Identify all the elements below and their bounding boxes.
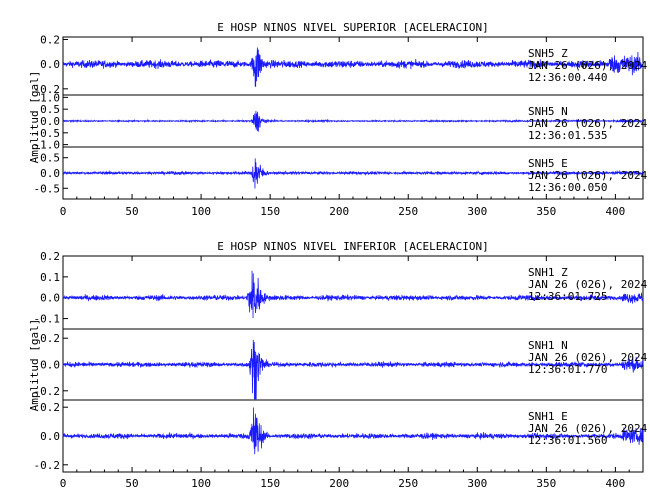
y-tick-label: 0.1 [40, 271, 60, 284]
trace-time-label: 12:36:00.440 [528, 71, 607, 84]
x-tick-label: 50 [125, 205, 138, 218]
trace-station-label: SNH1 E [528, 410, 568, 423]
y-tick-label: 0.2 [40, 250, 60, 263]
trace-station-label: SNH5 N [528, 105, 568, 118]
y-tick-label: -0.2 [34, 385, 61, 398]
y-tick-label: 0.0 [40, 430, 60, 443]
trace-date-label: JAN 26 (026), 2024 [528, 169, 648, 182]
waveform-trace [62, 270, 644, 319]
y-tick-label: 0.5 [40, 103, 60, 116]
waveform-trace [62, 339, 644, 400]
chart-title: E HOSP NINOS NIVEL INFERIOR [ACELERACION… [217, 240, 489, 253]
y-tick-label: -0.2 [34, 83, 61, 96]
y-tick-label: 0.0 [40, 115, 60, 128]
y-tick-label: -0.5 [34, 127, 61, 140]
y-tick-label: -0.2 [34, 459, 61, 472]
y-tick-label: 0.2 [40, 401, 60, 414]
chart-panel-1: E HOSP NINOS NIVEL SUPERIOR [ACELERACION… [28, 21, 648, 218]
trace-time-label: 12:36:01.770 [528, 363, 607, 376]
x-tick-label: 0 [60, 205, 67, 218]
x-tick-label: 400 [605, 205, 625, 218]
y-tick-label: 1.0 [40, 91, 60, 104]
trace-time-label: 12:36:00.050 [528, 181, 607, 194]
waveform-trace [62, 47, 644, 87]
x-tick-label: 400 [605, 477, 625, 490]
y-tick-label: -0.1 [34, 313, 61, 326]
trace-date-label: JAN 26 (026), 2024 [528, 117, 648, 130]
x-tick-label: 200 [329, 477, 349, 490]
trace-date-label: JAN 26 (026), 2024 [528, 278, 648, 291]
y-tick-label: -1.0 [34, 139, 61, 152]
x-tick-label: 150 [260, 205, 280, 218]
x-tick-label: 350 [536, 477, 556, 490]
trace-date-label: JAN 26 (026), 2024 [528, 422, 648, 435]
trace-time-label: 12:36:01.725 [528, 290, 607, 303]
waveform-trace [62, 111, 644, 132]
chart-title: E HOSP NINOS NIVEL SUPERIOR [ACELERACION… [217, 21, 489, 34]
trace-station-label: SNH1 N [528, 339, 568, 352]
trace-station-label: SNH5 Z [528, 47, 568, 60]
trace-date-label: JAN 26 (026), 2024 [528, 59, 648, 72]
trace-station-label: SNH5 E [528, 157, 568, 170]
x-tick-label: 0 [60, 477, 67, 490]
x-tick-label: 150 [260, 477, 280, 490]
x-tick-label: 100 [191, 205, 211, 218]
y-tick-label: 0.0 [40, 359, 60, 372]
x-tick-label: 50 [125, 477, 138, 490]
x-tick-label: 200 [329, 205, 349, 218]
x-tick-label: 300 [467, 205, 487, 218]
y-tick-label: 0.2 [40, 33, 60, 46]
waveform-trace [62, 158, 644, 189]
y-axis-label: Amplitud [gal] [28, 71, 41, 164]
x-tick-label: 350 [536, 205, 556, 218]
y-tick-label: -0.5 [34, 182, 61, 195]
x-tick-label: 100 [191, 477, 211, 490]
x-tick-label: 300 [467, 477, 487, 490]
waveform-trace [62, 407, 644, 455]
y-tick-label: 0.0 [40, 58, 60, 71]
y-tick-label: 0.0 [40, 292, 60, 305]
y-tick-label: 0.5 [40, 152, 60, 165]
x-tick-label: 250 [398, 205, 418, 218]
trace-date-label: JAN 26 (026), 2024 [528, 351, 648, 364]
y-tick-label: 0.0 [40, 167, 60, 180]
trace-station-label: SNH1 Z [528, 266, 568, 279]
y-axis-label: Amplitud [gal] [28, 319, 41, 412]
chart-panel-2: E HOSP NINOS NIVEL INFERIOR [ACELERACION… [28, 240, 648, 490]
y-tick-label: 0.2 [40, 332, 60, 345]
trace-time-label: 12:36:01.535 [528, 129, 607, 142]
trace-time-label: 12:36:01.560 [528, 434, 607, 447]
x-tick-label: 250 [398, 477, 418, 490]
